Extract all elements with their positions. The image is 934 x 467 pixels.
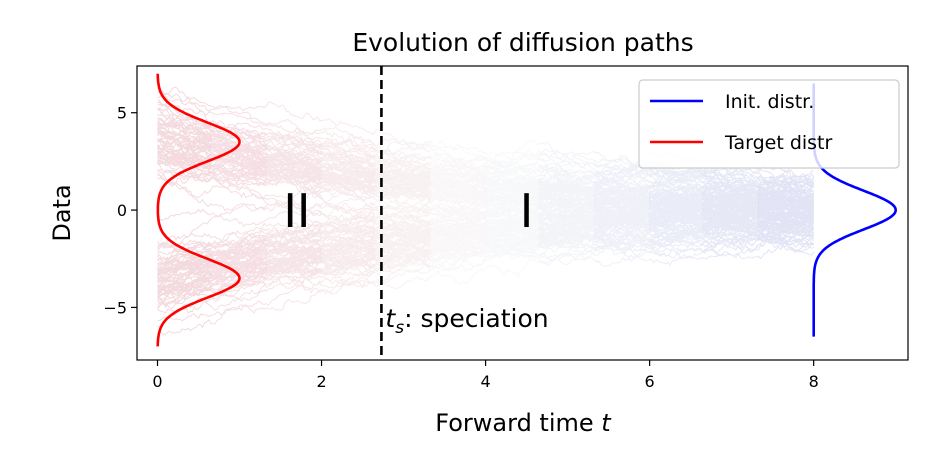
diffusion-path-segment — [757, 165, 815, 260]
legend-label-init: Init. distr. — [725, 91, 814, 113]
diffusion-path-segment — [538, 140, 595, 267]
y-axis-label: Data — [48, 184, 76, 241]
speciation-label-text: : speciation — [404, 304, 549, 333]
x-axis-label-text: Forward time — [435, 409, 593, 437]
x-tick-label: 6 — [645, 372, 655, 391]
x-tick-label: 0 — [152, 372, 162, 391]
region-label-i: I — [520, 184, 534, 238]
x-axis-label-var: t — [601, 409, 612, 437]
legend-label-target: Target distr — [724, 132, 833, 154]
x-tick-label: 8 — [809, 372, 819, 391]
y-tick-label: 0 — [117, 201, 127, 220]
region-label-ii: II — [283, 184, 310, 238]
speciation-label-var: t — [385, 304, 396, 333]
plot-frame — [136, 65, 909, 361]
target-density-curve — [156, 73, 241, 347]
y-tick-label: 5 — [117, 104, 127, 123]
diffusion-path-segment — [429, 140, 487, 286]
diffusion-path-segment — [649, 151, 704, 267]
diffusion-path-segment — [210, 105, 267, 325]
diffusion-path-segment — [374, 128, 431, 289]
x-tick-label: 4 — [480, 372, 490, 391]
y-tick-label: −5 — [103, 298, 127, 317]
speciation-label: ts: speciation — [385, 304, 548, 338]
diffusion-path-segment — [593, 151, 651, 268]
diffusion-path-segment — [321, 118, 376, 295]
diffusion-path-segment — [265, 100, 322, 311]
y-axis-ticks: −5 0 5 — [103, 104, 137, 317]
x-tick-label: 2 — [316, 372, 326, 391]
speciation-label-sub: s — [395, 318, 404, 338]
chart-title: Evolution of diffusion paths — [352, 28, 693, 57]
diffusion-path-segment — [702, 165, 759, 260]
diffusion-paths — [157, 86, 815, 336]
diffusion-path-segment — [485, 139, 540, 278]
legend-box — [638, 79, 900, 169]
x-axis-ticks: 0 2 4 6 8 — [152, 360, 819, 391]
x-axis-label: Forward time t — [435, 409, 612, 437]
legend: Init. distr. Target distr — [638, 79, 900, 169]
diffusion-path-segment — [157, 86, 212, 336]
